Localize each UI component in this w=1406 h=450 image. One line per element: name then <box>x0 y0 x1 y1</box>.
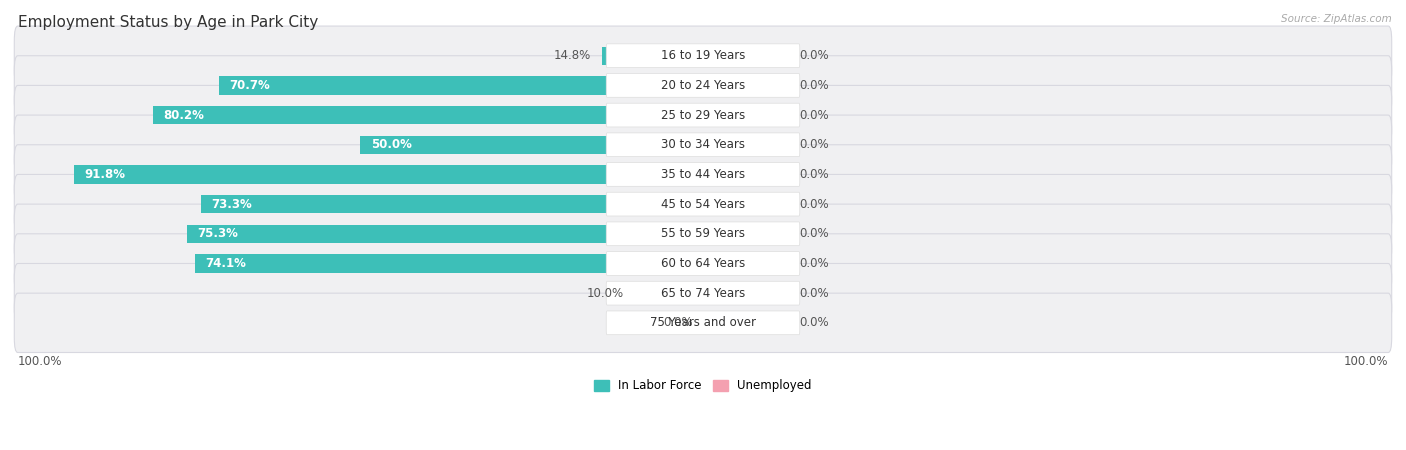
Text: 35 to 44 Years: 35 to 44 Years <box>661 168 745 181</box>
Text: 65 to 74 Years: 65 to 74 Years <box>661 287 745 300</box>
Text: 0.0%: 0.0% <box>799 316 828 329</box>
FancyBboxPatch shape <box>14 264 1392 323</box>
Text: 55 to 59 Years: 55 to 59 Years <box>661 227 745 240</box>
Text: 0.0%: 0.0% <box>799 49 828 62</box>
Bar <box>187 225 703 243</box>
FancyBboxPatch shape <box>606 73 800 97</box>
Text: Source: ZipAtlas.com: Source: ZipAtlas.com <box>1281 14 1392 23</box>
FancyBboxPatch shape <box>606 133 800 157</box>
FancyBboxPatch shape <box>606 192 800 216</box>
FancyBboxPatch shape <box>14 175 1392 234</box>
Bar <box>703 314 785 332</box>
Bar <box>153 106 703 124</box>
FancyBboxPatch shape <box>14 56 1392 115</box>
FancyBboxPatch shape <box>606 311 800 335</box>
Text: 0.0%: 0.0% <box>799 257 828 270</box>
Bar <box>703 76 785 94</box>
Bar <box>602 46 703 65</box>
FancyBboxPatch shape <box>606 162 800 186</box>
Text: 20 to 24 Years: 20 to 24 Years <box>661 79 745 92</box>
Bar <box>703 284 785 302</box>
Text: 75 Years and over: 75 Years and over <box>650 316 756 329</box>
Bar <box>703 195 785 213</box>
Text: 0.0%: 0.0% <box>799 287 828 300</box>
FancyBboxPatch shape <box>14 26 1392 86</box>
Text: 75.3%: 75.3% <box>197 227 238 240</box>
Bar <box>195 254 703 273</box>
FancyBboxPatch shape <box>14 145 1392 204</box>
FancyBboxPatch shape <box>606 103 800 127</box>
Text: 0.0%: 0.0% <box>664 316 693 329</box>
Bar <box>634 284 703 302</box>
Text: 14.8%: 14.8% <box>554 49 592 62</box>
Text: 70.7%: 70.7% <box>229 79 270 92</box>
FancyBboxPatch shape <box>14 204 1392 264</box>
Text: 45 to 54 Years: 45 to 54 Years <box>661 198 745 211</box>
Bar <box>360 135 703 154</box>
Bar <box>703 135 785 154</box>
Bar <box>75 165 703 184</box>
Text: 74.1%: 74.1% <box>205 257 246 270</box>
Text: 30 to 34 Years: 30 to 34 Years <box>661 138 745 151</box>
Text: 16 to 19 Years: 16 to 19 Years <box>661 49 745 62</box>
FancyBboxPatch shape <box>14 293 1392 352</box>
Text: 50.0%: 50.0% <box>371 138 412 151</box>
Text: 100.0%: 100.0% <box>18 356 62 369</box>
FancyBboxPatch shape <box>14 86 1392 145</box>
Text: 25 to 29 Years: 25 to 29 Years <box>661 108 745 122</box>
Text: 0.0%: 0.0% <box>799 79 828 92</box>
Text: 0.0%: 0.0% <box>799 227 828 240</box>
Text: 0.0%: 0.0% <box>799 198 828 211</box>
Bar <box>703 225 785 243</box>
Bar <box>218 76 703 94</box>
Legend: In Labor Force, Unemployed: In Labor Force, Unemployed <box>589 374 817 397</box>
Text: 60 to 64 Years: 60 to 64 Years <box>661 257 745 270</box>
Text: 100.0%: 100.0% <box>1344 356 1388 369</box>
Bar <box>201 195 703 213</box>
Text: 91.8%: 91.8% <box>84 168 125 181</box>
Bar <box>703 46 785 65</box>
FancyBboxPatch shape <box>14 115 1392 175</box>
Text: 0.0%: 0.0% <box>799 168 828 181</box>
Bar <box>703 106 785 124</box>
Text: 73.3%: 73.3% <box>211 198 252 211</box>
Text: 10.0%: 10.0% <box>588 287 624 300</box>
Bar <box>703 165 785 184</box>
FancyBboxPatch shape <box>606 252 800 275</box>
Text: 0.0%: 0.0% <box>799 138 828 151</box>
Text: 80.2%: 80.2% <box>163 108 204 122</box>
Text: 0.0%: 0.0% <box>799 108 828 122</box>
Text: Employment Status by Age in Park City: Employment Status by Age in Park City <box>18 15 318 30</box>
FancyBboxPatch shape <box>14 234 1392 293</box>
FancyBboxPatch shape <box>606 281 800 305</box>
FancyBboxPatch shape <box>606 44 800 68</box>
FancyBboxPatch shape <box>606 222 800 246</box>
Bar <box>703 254 785 273</box>
